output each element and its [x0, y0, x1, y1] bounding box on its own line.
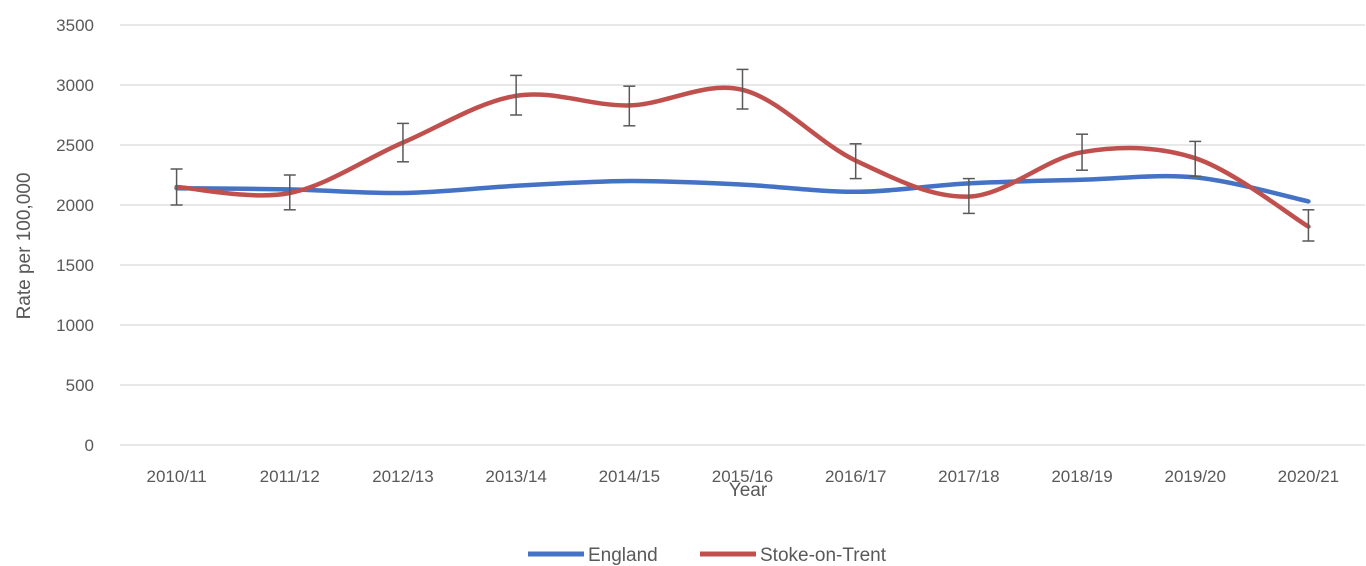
y-tick-label: 1000 [56, 316, 94, 335]
error-bar [283, 174, 296, 211]
gridlines [120, 24, 1365, 446]
y-tick-label: 1500 [56, 256, 94, 275]
x-tick-label: 2020/21 [1278, 467, 1339, 486]
legend-label: Stoke-on-Trent [760, 545, 887, 566]
error-bar [849, 143, 862, 180]
legend: England Stoke-on-Trent [528, 545, 887, 566]
x-tick-label: 2012/13 [372, 467, 433, 486]
y-tick-label: 500 [66, 376, 94, 395]
x-tick-label: 2011/12 [260, 467, 320, 486]
error-bar [736, 68, 749, 110]
x-tick-label: 2013/14 [485, 467, 546, 486]
y-tick-label: 2000 [56, 196, 94, 215]
error-bar [623, 85, 636, 127]
y-tick-labels: 0 500 1000 1500 2000 2500 3000 3500 [56, 16, 94, 455]
legend-item-england: England [528, 545, 658, 566]
x-tick-label: 2017/18 [938, 467, 999, 486]
y-axis-title: Rate per 100,000 [14, 173, 35, 320]
error-bar [396, 122, 409, 163]
error-bar [1189, 140, 1202, 177]
legend-label: England [588, 545, 658, 566]
y-tick-label: 2500 [56, 136, 94, 155]
x-tick-label: 2018/19 [1051, 467, 1112, 486]
y-tick-label: 3000 [56, 76, 94, 95]
x-tick-label: 2016/17 [825, 467, 886, 486]
error-bar [1076, 133, 1089, 171]
x-tick-label: 2019/20 [1165, 467, 1226, 486]
x-tick-label: 2014/15 [599, 467, 660, 486]
x-axis-title: Year [729, 480, 768, 501]
error-bars [170, 68, 1315, 242]
series-line-england [174, 173, 1311, 204]
error-bar [170, 168, 183, 206]
error-bar [1302, 209, 1315, 242]
x-tick-label: 2010/11 [146, 467, 206, 486]
legend-item-stoke-on-trent: Stoke-on-Trent [700, 545, 887, 566]
x-tick-label: 2015/16 [712, 467, 773, 486]
y-tick-label: 3500 [56, 16, 94, 35]
error-bar [962, 177, 975, 215]
y-tick-label: 0 [85, 436, 94, 455]
error-bar [510, 74, 523, 116]
x-tick-labels: 2010/11 2011/12 2012/13 2013/14 2014/15 2015/… [146, 467, 1339, 486]
